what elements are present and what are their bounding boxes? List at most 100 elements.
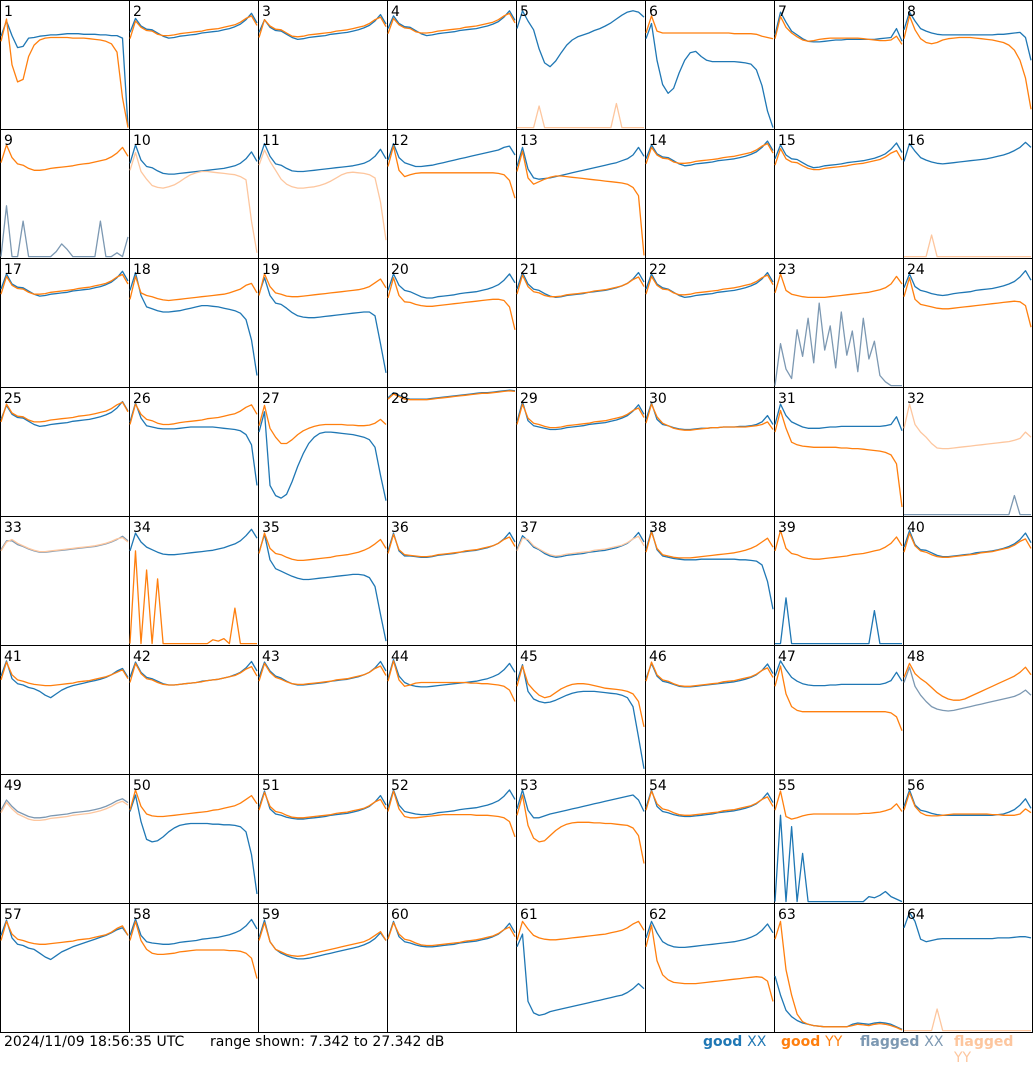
- panel-label: 59: [262, 907, 280, 923]
- panel-label: 28: [391, 391, 409, 407]
- panel-8: 8: [903, 0, 1033, 130]
- panel-frame: [129, 129, 259, 259]
- series-yy-line: [387, 145, 516, 199]
- range-label: range shown: 7.342 to 27.342 dB: [210, 1034, 445, 1050]
- panel-frame: [516, 258, 646, 388]
- legend-good-yy: good YY: [781, 1034, 842, 1050]
- panel-label: 21: [520, 262, 538, 278]
- series-xx-line: [903, 789, 1032, 816]
- series-yy-line: [516, 920, 645, 941]
- panel-label: 46: [649, 649, 667, 665]
- panel-55: 55: [774, 774, 904, 904]
- panel-label: 31: [778, 391, 796, 407]
- panel-frame: [387, 387, 517, 517]
- series-xx-line: [258, 411, 387, 501]
- panel-frame: [516, 129, 646, 259]
- panel-label: 4: [391, 4, 400, 20]
- series-yy-line: [258, 532, 387, 562]
- panel-label: 18: [133, 262, 151, 278]
- panel-57: 57: [0, 903, 130, 1033]
- panel-frame: [774, 258, 904, 388]
- panel-28: 28: [387, 387, 517, 517]
- panel-27: 27: [258, 387, 388, 517]
- panel-frame: [774, 0, 904, 130]
- series-yy-line: [129, 550, 257, 645]
- panel-label: 20: [391, 262, 409, 278]
- panel-13: 13: [516, 129, 646, 259]
- panel-frame: [258, 258, 388, 388]
- panel-frame: [645, 258, 775, 388]
- series-xx-line: [0, 20, 129, 127]
- series-xx-line: [0, 798, 129, 819]
- legend-word: flagged: [860, 1034, 920, 1050]
- panel-43: 43: [258, 645, 388, 775]
- panel-46: 46: [645, 645, 775, 775]
- series-yy-line: [517, 102, 644, 129]
- panel-frame: [516, 387, 646, 517]
- panel-2: 2: [129, 0, 259, 130]
- series-yy-line: [258, 791, 387, 819]
- series-yy-line: [258, 662, 387, 686]
- series-xx-line: [129, 794, 258, 895]
- panel-38: 38: [645, 516, 775, 646]
- panel-frame: [0, 516, 130, 646]
- panel-label: 54: [649, 778, 667, 794]
- panel-label: 57: [4, 907, 22, 923]
- panel-64: 64: [903, 903, 1033, 1033]
- panel-frame: [774, 516, 904, 646]
- panel-frame: [258, 129, 388, 259]
- series-yy-line: [258, 16, 387, 38]
- series-yy-line: [258, 922, 387, 957]
- series-yy-line: [0, 144, 129, 171]
- panel-frame: [387, 645, 517, 775]
- panel-label: 6: [649, 4, 658, 20]
- panel-label: 3: [262, 4, 271, 20]
- panel-label: 48: [907, 649, 925, 665]
- series-yy-line: [387, 790, 516, 838]
- panel-label: 2: [133, 4, 142, 20]
- panel-25: 25: [0, 387, 130, 517]
- series-xx-line: [258, 13, 387, 41]
- series-yy-line: [645, 274, 774, 296]
- panel-1: 1: [0, 0, 130, 130]
- series-xx-line: [129, 144, 258, 175]
- series-xx-line: [645, 22, 774, 128]
- series-yy-line: [387, 12, 516, 34]
- panel-54: 54: [645, 774, 775, 904]
- footer: 2024/11/09 18:56:35 UTC range shown: 7.3…: [0, 1033, 1033, 1066]
- series-yy-line: [516, 535, 645, 557]
- panel-label: 51: [262, 778, 280, 794]
- series-yy-line: [645, 531, 774, 559]
- panel-32: 32: [903, 387, 1033, 517]
- series-xx-line: [903, 141, 1032, 165]
- series-yy-line: [0, 920, 129, 945]
- panel-24: 24: [903, 258, 1033, 388]
- panel-58: 58: [129, 903, 259, 1033]
- series-xx-line: [129, 402, 258, 486]
- panel-30: 30: [645, 387, 775, 517]
- series-xx-line: [516, 664, 645, 769]
- panel-label: 22: [649, 262, 667, 278]
- panel-frame: [516, 903, 646, 1033]
- panel-label: 44: [391, 649, 409, 665]
- panel-label: 34: [133, 520, 151, 536]
- panel-frame: [903, 903, 1033, 1033]
- series-xx-line: [516, 933, 645, 1017]
- panel-label: 13: [520, 133, 538, 149]
- panel-frame: [129, 645, 259, 775]
- panel-56: 56: [903, 774, 1033, 904]
- series-yy-line: [904, 234, 1031, 258]
- series-yy-line: [258, 404, 387, 445]
- panel-63: 63: [774, 903, 904, 1033]
- series-xx-line: [258, 142, 387, 173]
- series-yy-line: [129, 789, 258, 818]
- series-xx-line: [516, 789, 645, 819]
- series-xx-line: [774, 814, 903, 903]
- panel-42: 42: [129, 645, 259, 775]
- series-xx-line: [645, 529, 774, 610]
- panel-label: 12: [391, 133, 409, 149]
- panel-frame: [0, 903, 130, 1033]
- series-xx-line: [387, 142, 516, 168]
- series-xx-line: [903, 666, 1032, 712]
- series-yy-line: [129, 275, 258, 302]
